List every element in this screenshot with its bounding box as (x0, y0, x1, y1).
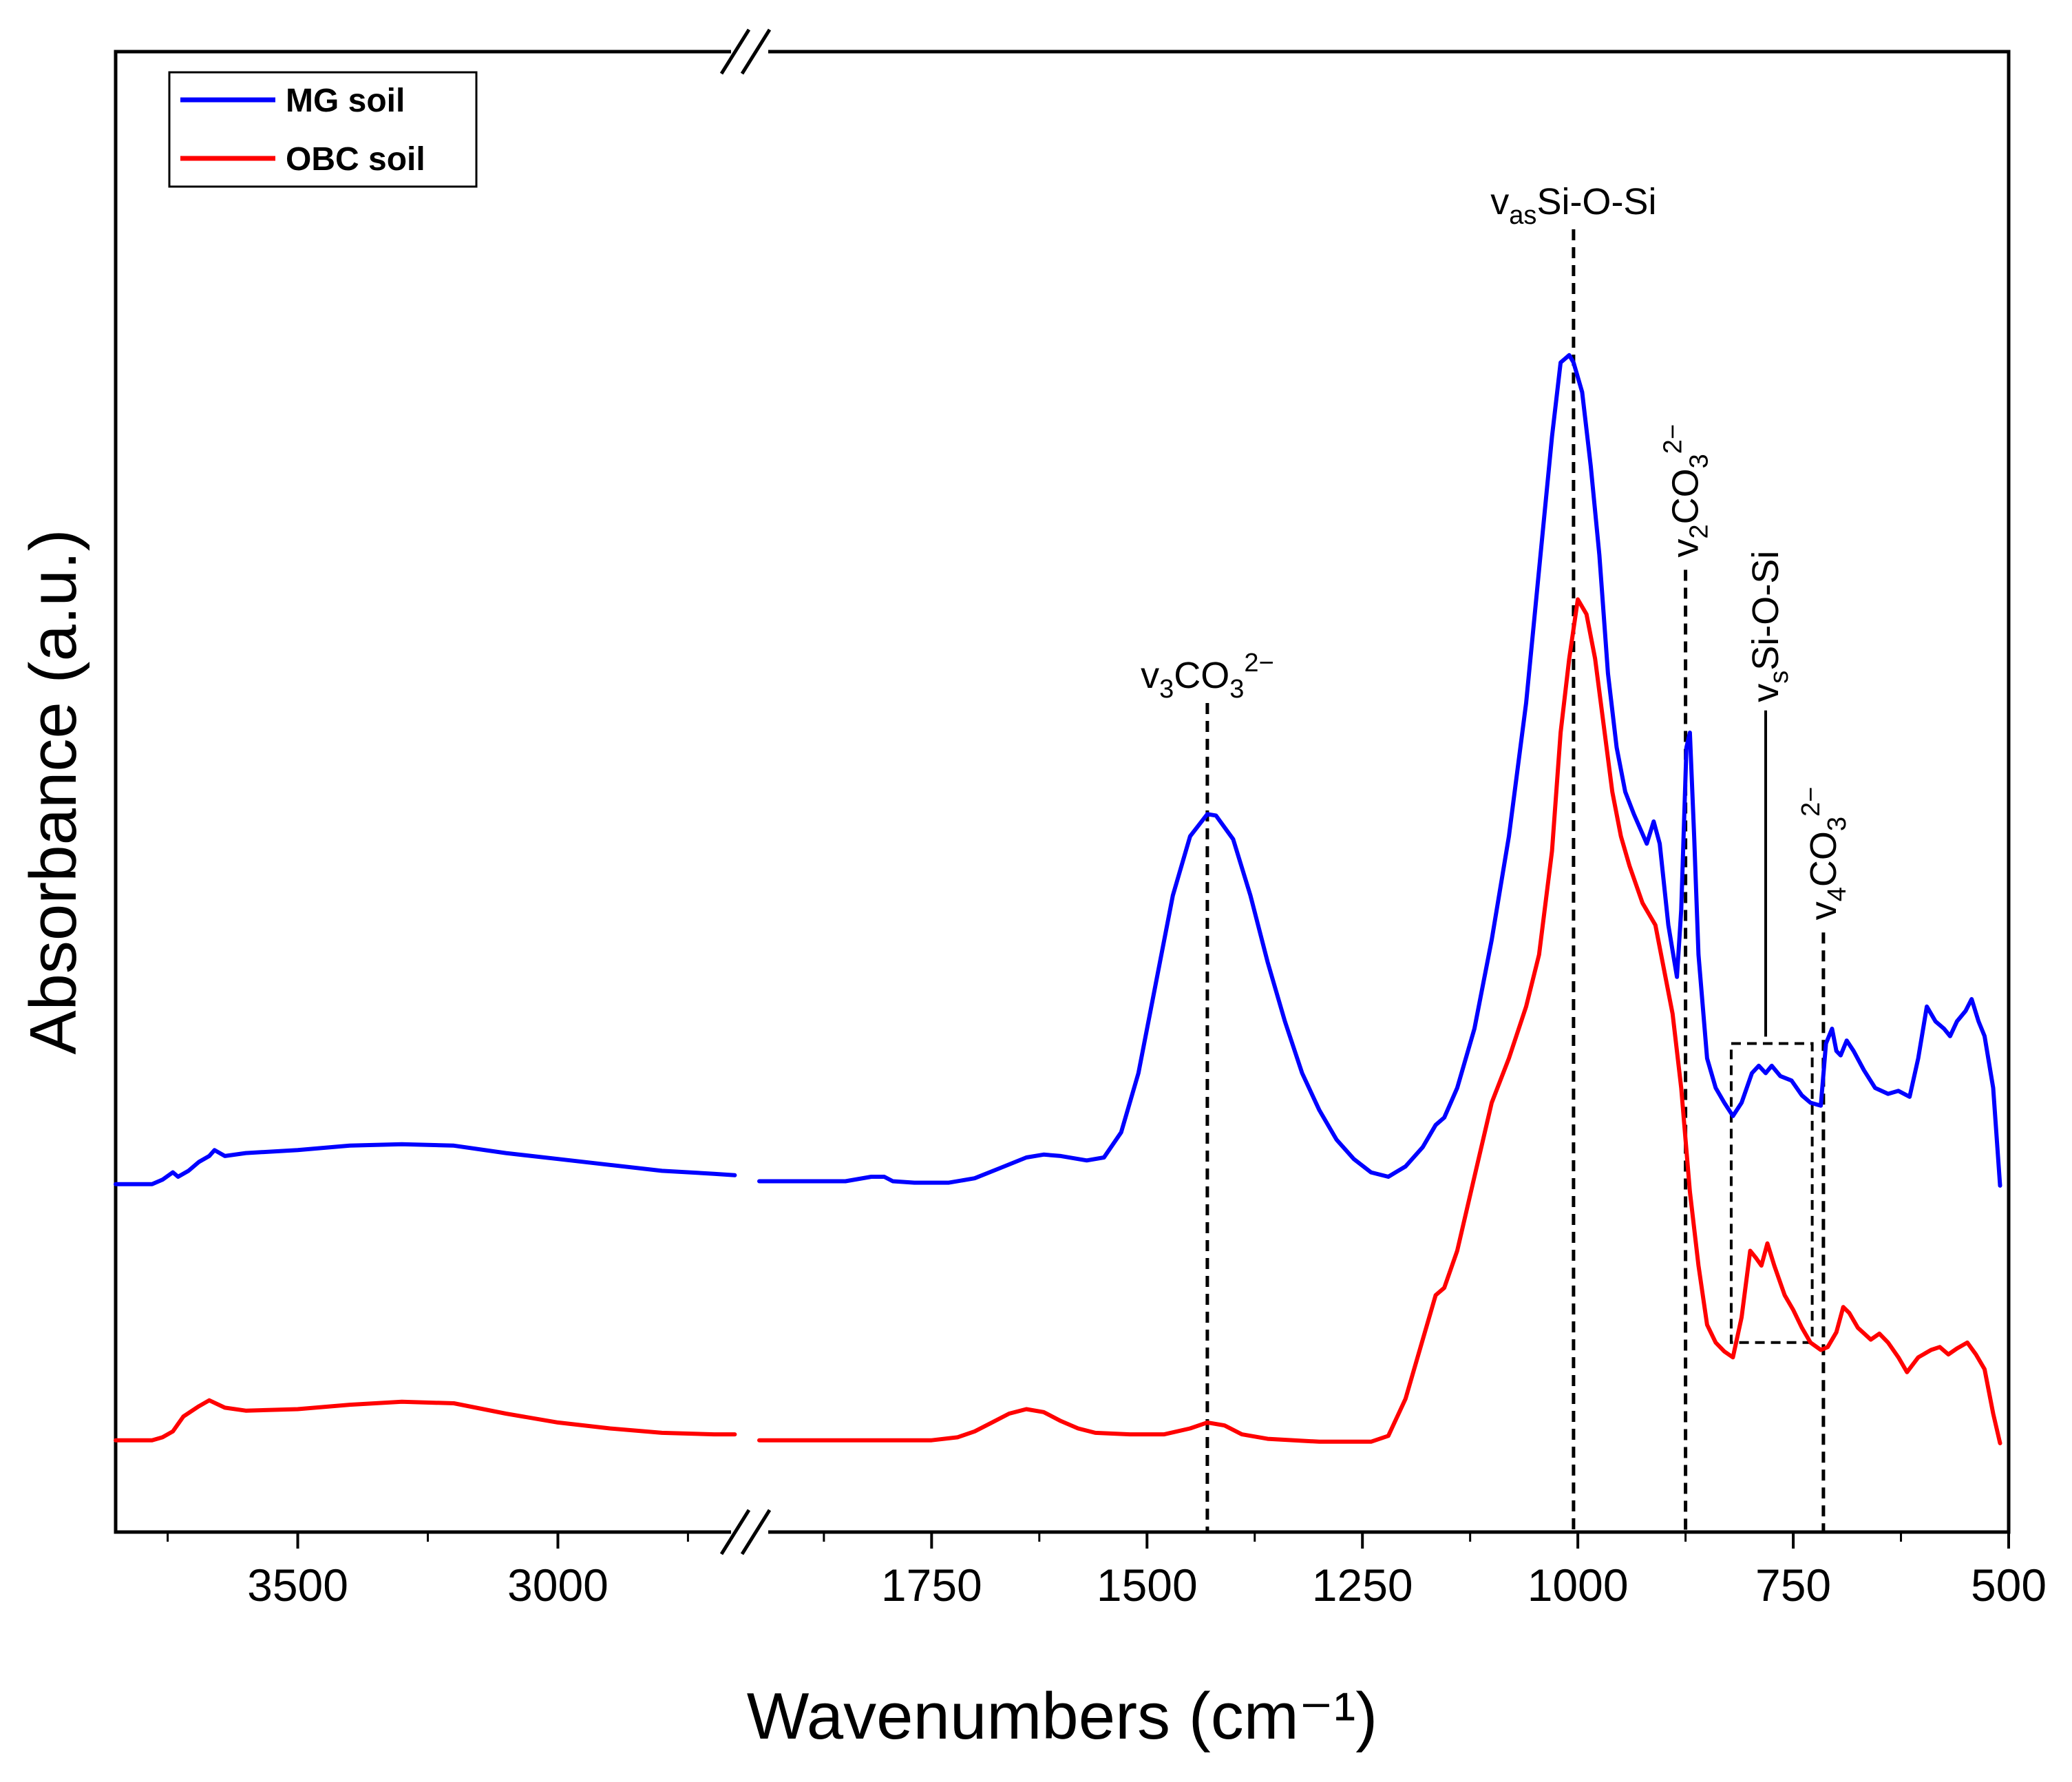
series-line-obc-soil-part-1 (114, 1398, 737, 1443)
vs-si-o-si-dashed-box (1729, 1042, 1814, 1344)
axis-break-slash (740, 1509, 772, 1555)
series-line-mg-soil-part-1 (114, 1142, 737, 1186)
legend-label-obc-soil: OBC soil (286, 141, 425, 178)
x-axis-ticks: 3500 3000 1750 1500 1250 1000 750 500 (167, 1532, 2047, 1611)
x-tick-label: 3500 (247, 1560, 348, 1611)
annotation-label-4: v4CO32− (1797, 787, 1852, 921)
x-tick-label: 1500 (1097, 1560, 1198, 1611)
axis-break-slash (740, 28, 772, 75)
legend-box (168, 71, 478, 188)
annotation-label-1: vasSi-O-Si (1490, 181, 1656, 230)
y-axis-title: Absorbance (a.u.) (17, 529, 90, 1054)
peak-annotations: v3CO32− vasSi-O-Si v2CO32− vsSi-O-Si v4CO32− (1141, 181, 1852, 1532)
x-tick-label: 1250 (1312, 1560, 1413, 1611)
x-tick-label: 3000 (507, 1560, 609, 1611)
annotation-label-2: v2CO32− (1659, 424, 1714, 558)
legend-label-mg-soil: MG soil (286, 83, 405, 119)
axis-break-slash (719, 28, 751, 75)
x-tick-label: 1750 (881, 1560, 982, 1611)
plot-frame (114, 50, 2011, 1534)
x-tick-label: 1000 (1527, 1560, 1629, 1611)
series-line-mg-soil-part-2 (757, 353, 2002, 1188)
spectrum-series (114, 353, 2002, 1445)
axis-break-slash (719, 1509, 751, 1555)
x-tick-label: 500 (1971, 1560, 2047, 1611)
axis-break-markers (719, 28, 772, 1555)
series-line-obc-soil-part-2 (757, 597, 2002, 1445)
x-axis-title: Wavenumbers (cm⁻¹) (747, 1679, 1378, 1753)
legend: MG soil OBC soil (168, 71, 478, 188)
x-tick-label: 750 (1755, 1560, 1831, 1611)
annotation-label-3: vsSi-O-Si (1745, 551, 1794, 702)
annotation-label-0: v3CO32− (1141, 649, 1274, 704)
